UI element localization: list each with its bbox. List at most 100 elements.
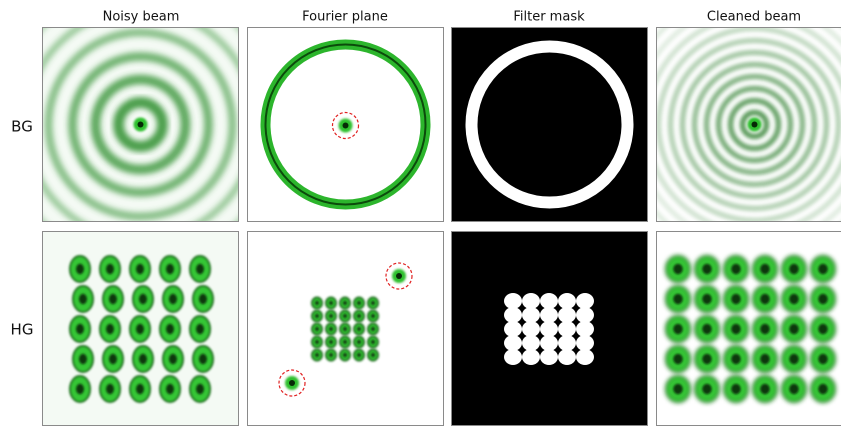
lobe-core <box>357 327 361 331</box>
lobe-core <box>673 294 683 304</box>
lobe-core <box>79 354 87 364</box>
mask-lobe <box>540 349 558 365</box>
lobe-core <box>315 314 319 318</box>
lobe-core <box>760 264 770 274</box>
image-panel <box>623 0 841 257</box>
mask-lobe <box>504 307 522 323</box>
lobe-core <box>343 314 347 318</box>
mask-lobe <box>522 349 540 365</box>
mask-lobe <box>540 335 558 351</box>
lobe-core <box>702 324 712 334</box>
lobe-core <box>196 384 204 394</box>
lobe-core <box>789 294 799 304</box>
lobe-core <box>673 324 683 334</box>
lobe-core <box>136 384 144 394</box>
lobe-core <box>357 314 361 318</box>
lobe-core <box>760 324 770 334</box>
lobe-core <box>76 264 84 274</box>
mask-lobe <box>504 349 522 365</box>
column-title: Noisy beam <box>103 10 180 25</box>
lobe-core <box>329 340 333 344</box>
lobe-core <box>731 324 741 334</box>
mask-lobe <box>540 321 558 337</box>
mask-lobe <box>504 335 522 351</box>
lobe-core <box>166 384 174 394</box>
lobe-core <box>673 354 683 364</box>
lobe-core <box>166 264 174 274</box>
image-panel <box>451 27 648 222</box>
spot-core <box>138 122 144 128</box>
lobe-core <box>196 264 204 274</box>
lobe-core <box>357 353 361 357</box>
mask-lobe <box>504 321 522 337</box>
column-title: Cleaned beam <box>707 10 801 25</box>
spot-core <box>752 122 758 128</box>
lobe-core <box>731 264 741 274</box>
lobe-core <box>315 340 319 344</box>
lobe-core <box>343 340 347 344</box>
lobe-core <box>343 301 347 305</box>
lobe-core <box>789 264 799 274</box>
row-label: HG <box>11 321 34 339</box>
mask-lobe <box>522 335 540 351</box>
lobe-core <box>702 354 712 364</box>
mask-lobe <box>540 293 558 309</box>
image-panel <box>656 231 841 426</box>
lobe-core <box>760 384 770 394</box>
lobe-core <box>136 324 144 334</box>
lobe-core <box>139 294 147 304</box>
image-panel <box>247 27 444 222</box>
spot-core <box>289 380 295 386</box>
lobe-core <box>371 301 375 305</box>
lobe-core <box>731 384 741 394</box>
column-title: Fourier plane <box>302 10 388 25</box>
image-panel <box>3 0 279 263</box>
lobe-core <box>109 354 117 364</box>
lobe-core <box>371 327 375 331</box>
lobe-core <box>702 384 712 394</box>
mask-lobe <box>522 293 540 309</box>
mask-lobe <box>540 307 558 323</box>
panel-background <box>451 27 648 222</box>
lobe-core <box>196 324 204 334</box>
lobe-core <box>818 294 828 304</box>
lobe-core <box>79 294 87 304</box>
lobe-core <box>199 294 207 304</box>
lobe-core <box>818 264 828 274</box>
lobe-core <box>789 354 799 364</box>
image-panel <box>451 231 648 426</box>
lobe-core <box>673 384 683 394</box>
lobe-core <box>329 314 333 318</box>
lobe-core <box>109 294 117 304</box>
mask-lobe <box>558 335 576 351</box>
figure: Noisy beam Fourier plane Filter mask Cle… <box>0 0 841 426</box>
lobe-core <box>731 294 741 304</box>
lobe-core <box>357 301 361 305</box>
lobe-core <box>329 327 333 331</box>
lobe-core <box>760 294 770 304</box>
lobe-core <box>371 314 375 318</box>
lobe-core <box>169 354 177 364</box>
lobe-core <box>76 384 84 394</box>
mask-lobe <box>558 321 576 337</box>
spot-core <box>343 123 349 129</box>
lobe-core <box>673 264 683 274</box>
lobe-core <box>818 384 828 394</box>
mask-lobe <box>576 349 594 365</box>
lobe-core <box>760 354 770 364</box>
mask-lobe <box>504 293 522 309</box>
lobe-core <box>315 301 319 305</box>
lobe-core <box>315 327 319 331</box>
lobe-core <box>169 294 177 304</box>
lobe-core <box>329 301 333 305</box>
lobe-core <box>343 327 347 331</box>
mask-lobe <box>576 307 594 323</box>
lobe-core <box>371 353 375 357</box>
lobe-core <box>789 324 799 334</box>
lobe-core <box>343 353 347 357</box>
lobe-core <box>702 264 712 274</box>
mask-lobe <box>576 335 594 351</box>
lobe-core <box>106 264 114 274</box>
mask-lobe <box>522 321 540 337</box>
mask-lobe <box>558 293 576 309</box>
